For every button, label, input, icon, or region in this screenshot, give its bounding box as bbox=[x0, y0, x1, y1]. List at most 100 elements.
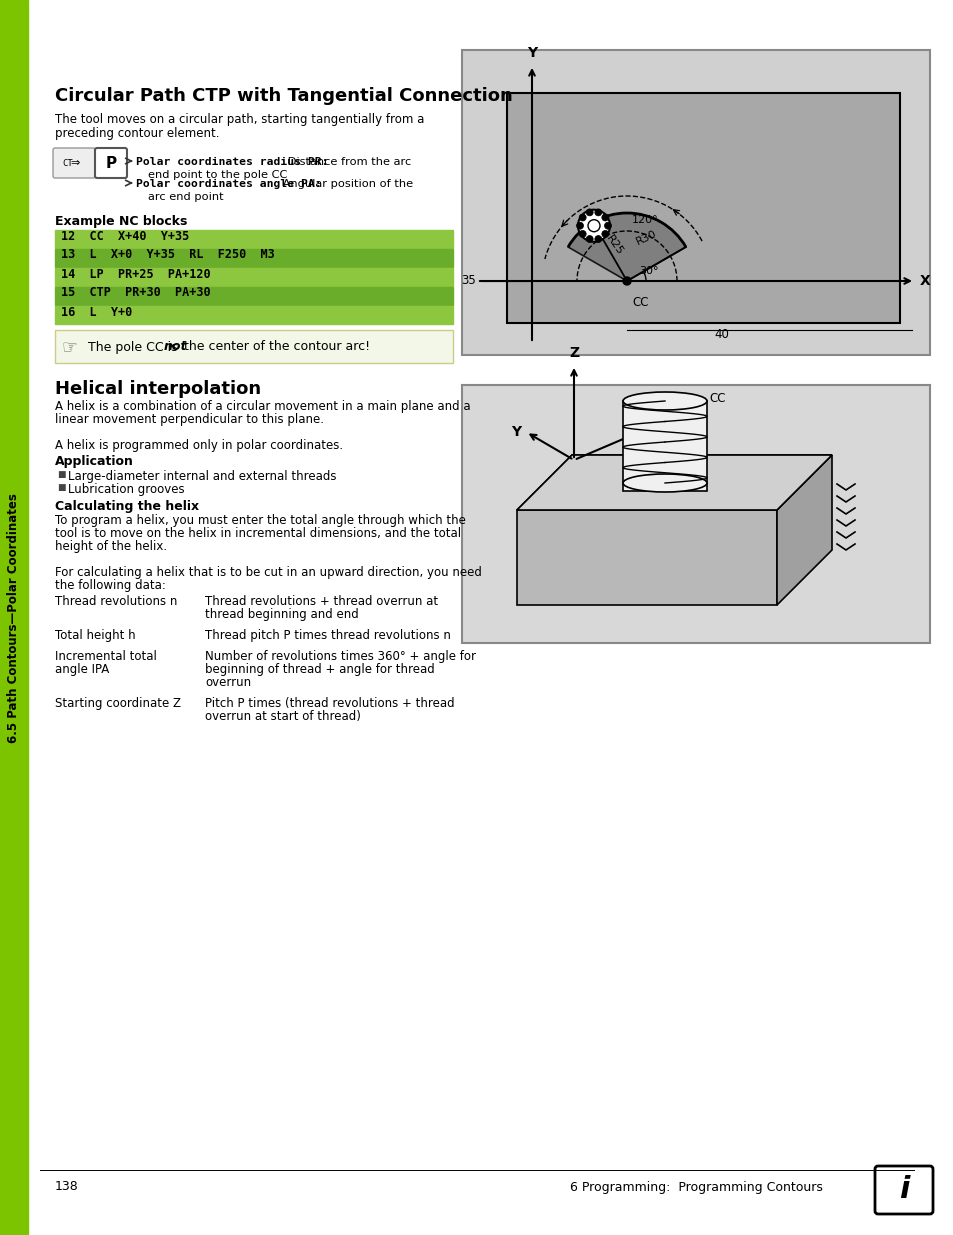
Text: 6.5 Path Contours—Polar Coordinates: 6.5 Path Contours—Polar Coordinates bbox=[8, 493, 20, 743]
Circle shape bbox=[578, 214, 585, 221]
Circle shape bbox=[587, 220, 599, 232]
Text: The pole CC is: The pole CC is bbox=[88, 341, 181, 353]
Circle shape bbox=[595, 209, 601, 216]
Circle shape bbox=[601, 214, 608, 221]
Circle shape bbox=[585, 236, 593, 242]
Text: CC: CC bbox=[631, 296, 648, 309]
Bar bbox=[506, 93, 899, 324]
Circle shape bbox=[578, 210, 609, 242]
Ellipse shape bbox=[622, 391, 706, 410]
Bar bbox=[55, 268, 453, 287]
Text: Y: Y bbox=[511, 425, 520, 438]
Text: X: X bbox=[919, 274, 930, 288]
Text: 30°: 30° bbox=[639, 266, 659, 275]
Text: 40: 40 bbox=[714, 329, 729, 341]
FancyBboxPatch shape bbox=[95, 148, 127, 178]
Bar bbox=[55, 330, 453, 363]
Text: ■: ■ bbox=[57, 471, 66, 479]
Text: Polar coordinates radius PR:: Polar coordinates radius PR: bbox=[136, 157, 328, 167]
Text: Angular position of the: Angular position of the bbox=[279, 179, 413, 189]
Text: Number of revolutions times 360° + angle for: Number of revolutions times 360° + angle… bbox=[205, 650, 476, 663]
Text: Helical interpolation: Helical interpolation bbox=[55, 380, 261, 398]
Text: For calculating a helix that is to be cut in an upward direction, you need: For calculating a helix that is to be cu… bbox=[55, 566, 481, 579]
Text: ■: ■ bbox=[57, 483, 66, 492]
Text: Thread revolutions + thread overrun at: Thread revolutions + thread overrun at bbox=[205, 595, 437, 608]
Text: X: X bbox=[654, 421, 664, 435]
Polygon shape bbox=[517, 510, 776, 605]
Text: preceding contour element.: preceding contour element. bbox=[55, 127, 219, 140]
Text: Z: Z bbox=[568, 346, 578, 359]
Text: 15  CTP  PR+30  PA+30: 15 CTP PR+30 PA+30 bbox=[61, 287, 211, 300]
Bar bbox=[55, 287, 453, 305]
Text: Pitch P times (thread revolutions + thread: Pitch P times (thread revolutions + thre… bbox=[205, 697, 455, 710]
Text: end point to the pole CC: end point to the pole CC bbox=[148, 170, 287, 180]
Text: Polar coordinates angle PA:: Polar coordinates angle PA: bbox=[136, 179, 321, 189]
Text: height of the helix.: height of the helix. bbox=[55, 540, 167, 553]
Bar bbox=[0, 0, 28, 1235]
Text: arc end point: arc end point bbox=[148, 191, 223, 203]
Text: 12  CC  X+40  Y+35: 12 CC X+40 Y+35 bbox=[61, 230, 189, 242]
Polygon shape bbox=[568, 212, 685, 282]
Text: overrun at start of thread): overrun at start of thread) bbox=[205, 710, 360, 722]
Circle shape bbox=[576, 222, 583, 230]
Circle shape bbox=[604, 222, 611, 230]
Text: Thread revolutions n: Thread revolutions n bbox=[55, 595, 177, 608]
Text: angle IPA: angle IPA bbox=[55, 663, 110, 676]
Circle shape bbox=[595, 236, 601, 242]
Circle shape bbox=[601, 231, 608, 237]
Text: Starting coordinate Z: Starting coordinate Z bbox=[55, 697, 181, 710]
Bar bbox=[55, 249, 453, 267]
Bar bbox=[55, 306, 453, 324]
Text: Application: Application bbox=[55, 454, 133, 468]
Polygon shape bbox=[517, 454, 831, 510]
Text: ⇒: ⇒ bbox=[71, 158, 80, 168]
Ellipse shape bbox=[622, 474, 706, 492]
Text: CT: CT bbox=[62, 158, 72, 168]
Text: Incremental total: Incremental total bbox=[55, 650, 156, 663]
Text: the following data:: the following data: bbox=[55, 579, 166, 592]
Circle shape bbox=[622, 277, 630, 285]
Text: 16  L  Y+0: 16 L Y+0 bbox=[61, 305, 132, 319]
Text: 35: 35 bbox=[460, 274, 476, 288]
Text: Example NC blocks: Example NC blocks bbox=[55, 215, 187, 228]
Text: To program a helix, you must enter the total angle through which the: To program a helix, you must enter the t… bbox=[55, 514, 465, 527]
Text: Circular Path CTP with Tangential Connection: Circular Path CTP with Tangential Connec… bbox=[55, 86, 512, 105]
FancyBboxPatch shape bbox=[53, 148, 95, 178]
Text: ☞: ☞ bbox=[62, 338, 78, 356]
Text: 6 Programming:  Programming Contours: 6 Programming: Programming Contours bbox=[569, 1181, 822, 1193]
Bar bbox=[55, 230, 453, 248]
Text: Large-diameter internal and external threads: Large-diameter internal and external thr… bbox=[68, 471, 336, 483]
Text: Total height h: Total height h bbox=[55, 629, 135, 642]
Text: 138: 138 bbox=[55, 1181, 79, 1193]
Text: The tool moves on a circular path, starting tangentially from a: The tool moves on a circular path, start… bbox=[55, 112, 424, 126]
Polygon shape bbox=[776, 454, 831, 605]
Polygon shape bbox=[517, 454, 831, 510]
Text: 13  L  X+0  Y+35  RL  F250  M3: 13 L X+0 Y+35 RL F250 M3 bbox=[61, 248, 274, 262]
Text: Lubrication grooves: Lubrication grooves bbox=[68, 483, 185, 496]
Text: overrun: overrun bbox=[205, 676, 251, 689]
Circle shape bbox=[585, 209, 593, 216]
Circle shape bbox=[578, 231, 585, 237]
Text: thread beginning and end: thread beginning and end bbox=[205, 608, 358, 621]
Text: beginning of thread + angle for thread: beginning of thread + angle for thread bbox=[205, 663, 435, 676]
Text: A helix is a combination of a circular movement in a main plane and a: A helix is a combination of a circular m… bbox=[55, 400, 470, 412]
Text: linear movement perpendicular to this plane.: linear movement perpendicular to this pl… bbox=[55, 412, 324, 426]
Text: P: P bbox=[106, 156, 116, 170]
FancyBboxPatch shape bbox=[874, 1166, 932, 1214]
Text: R30: R30 bbox=[634, 228, 659, 247]
Text: 120°: 120° bbox=[631, 215, 658, 225]
Text: Calculating the helix: Calculating the helix bbox=[55, 500, 199, 513]
Text: 14  LP  PR+25  PA+120: 14 LP PR+25 PA+120 bbox=[61, 268, 211, 280]
Text: not: not bbox=[164, 341, 187, 353]
Text: i: i bbox=[898, 1176, 908, 1204]
Text: Y: Y bbox=[526, 46, 537, 61]
Text: R25: R25 bbox=[603, 233, 624, 257]
Bar bbox=[461, 385, 929, 643]
Text: A helix is programmed only in polar coordinates.: A helix is programmed only in polar coor… bbox=[55, 438, 343, 452]
Text: Thread pitch P times thread revolutions n: Thread pitch P times thread revolutions … bbox=[205, 629, 451, 642]
Bar bbox=[622, 401, 706, 492]
Text: Distance from the arc: Distance from the arc bbox=[284, 157, 411, 167]
Bar bbox=[461, 49, 929, 354]
Text: CC: CC bbox=[708, 393, 724, 405]
Text: the center of the contour arc!: the center of the contour arc! bbox=[180, 341, 370, 353]
